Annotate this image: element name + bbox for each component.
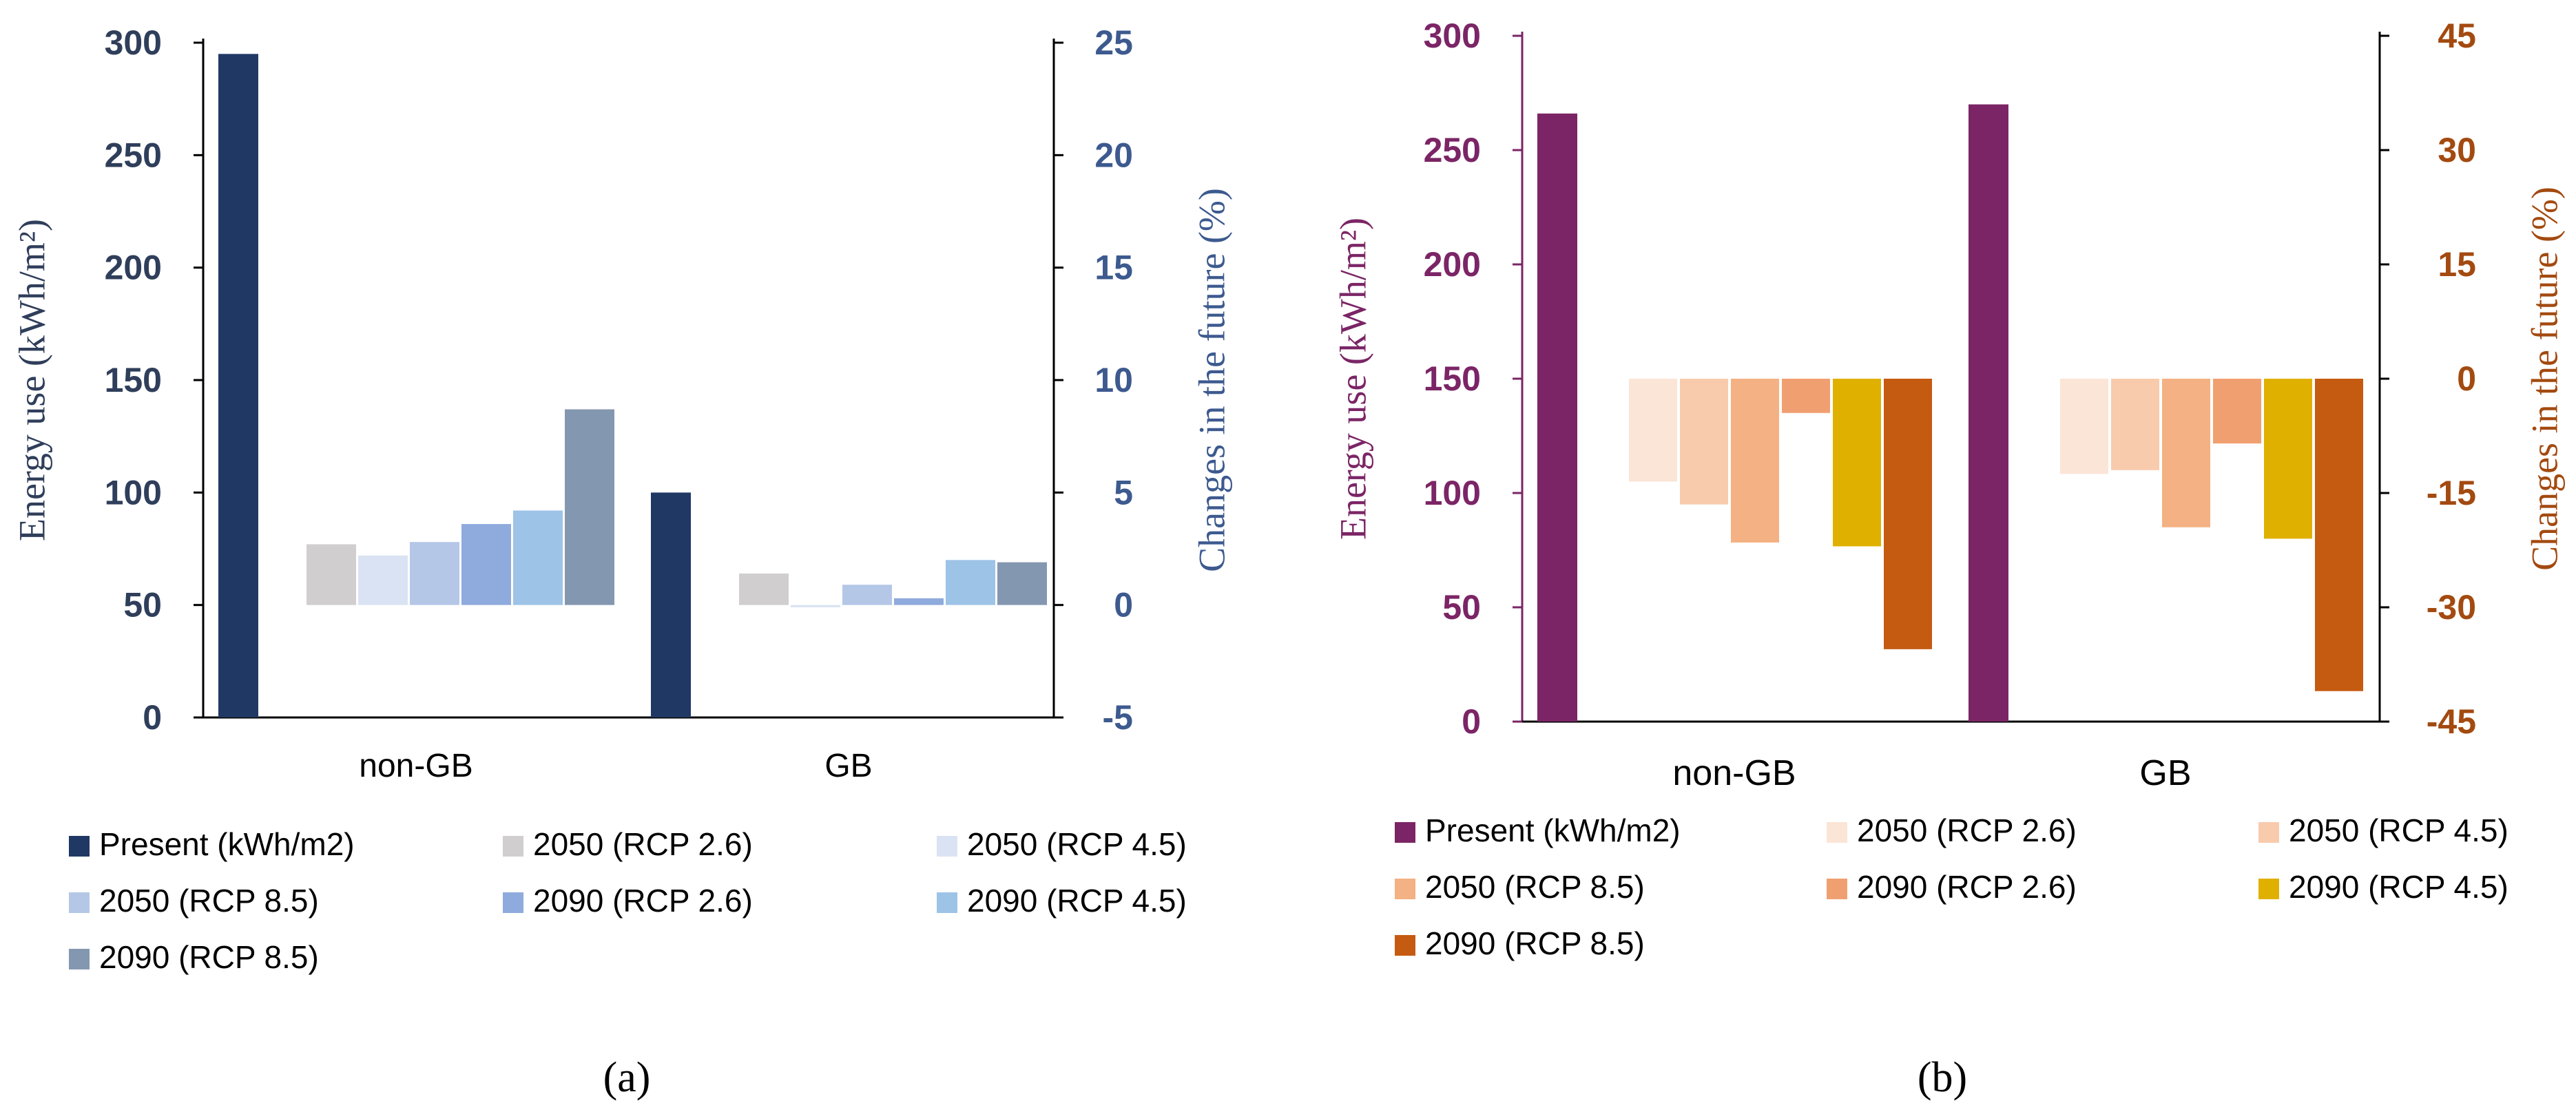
legend-swatch: [2258, 822, 2279, 843]
right-tick-label: 45: [2438, 17, 2476, 55]
bar-gb-series-4: [2213, 379, 2261, 444]
legend-entry-label: 2050 (RCP 2.6): [1857, 812, 2077, 848]
left-tick-label: 300: [1424, 17, 1481, 55]
right-tick-label: 20: [1094, 136, 1133, 174]
bar-gb-series-0: [651, 492, 691, 717]
legend-entry-label: Present (kWh/m2): [1425, 812, 1681, 848]
bar-nongb-series-2: [1680, 379, 1728, 505]
primary-axis-title: Energy use (kWh/m²): [11, 219, 52, 541]
legend-entry-label: 2050 (RCP 4.5): [2289, 812, 2509, 848]
panel-label: (b): [1918, 1054, 1967, 1101]
bar-nongb-series-2: [358, 555, 408, 605]
legend-swatch: [937, 836, 957, 857]
left-tick-label: 200: [1424, 245, 1481, 284]
legend-entry-label: 2050 (RCP 8.5): [1425, 869, 1645, 905]
left-tick-label: 100: [1424, 474, 1481, 512]
legend-entry-label: 2090 (RCP 8.5): [99, 939, 319, 975]
right-tick-label: -45: [2427, 702, 2476, 741]
bar-gb-series-4: [894, 598, 944, 605]
right-tick-label: -15: [2427, 474, 2476, 512]
legend-swatch: [1827, 822, 1847, 843]
bar-gb-series-2: [791, 605, 840, 607]
bar-gb-series-6: [2315, 379, 2363, 691]
left-tick-label: 50: [1442, 588, 1481, 627]
right-tick-label: 0: [2457, 359, 2476, 398]
secondary-axis-title: Changes in the future (%): [1191, 188, 1232, 572]
legend-entry-label: 2090 (RCP 4.5): [2289, 869, 2509, 905]
primary-axis-title: Energy use (kWh/m²): [1332, 218, 1373, 540]
bar-nongb-series-6: [1884, 379, 1932, 649]
left-tick-label: 100: [105, 473, 162, 512]
bar-nongb-series-0: [218, 54, 258, 718]
bar-nongb-series-4: [461, 524, 511, 605]
category-label: non-GB: [359, 748, 472, 784]
right-tick-label: 30: [2438, 131, 2476, 169]
bar-gb-series-5: [2264, 379, 2312, 539]
right-tick-label: -5: [1103, 698, 1133, 737]
bar-gb-series-1: [739, 573, 789, 605]
bar-nongb-series-1: [307, 544, 356, 605]
legend-entry-label: Present (kWh/m2): [99, 826, 355, 862]
bar-nongb-series-1: [1629, 379, 1677, 482]
right-tick-label: 0: [1114, 586, 1133, 625]
legend-swatch: [69, 949, 90, 969]
panel-label: (a): [603, 1054, 651, 1101]
legend-entry-label: 2090 (RCP 2.6): [1857, 869, 2077, 905]
left-tick-label: 0: [143, 698, 162, 737]
left-tick-label: 150: [105, 361, 162, 399]
bar-gb-series-0: [1969, 104, 2008, 722]
bar-nongb-series-3: [1731, 379, 1779, 543]
bar-gb-series-3: [2162, 379, 2210, 527]
legend-entry-label: 2050 (RCP 2.6): [533, 826, 753, 862]
right-tick-label: 15: [2438, 245, 2476, 284]
legend-swatch: [937, 892, 957, 913]
right-tick-label: -30: [2427, 588, 2476, 627]
legend-swatch: [1395, 822, 1415, 843]
category-label: GB: [824, 748, 872, 784]
bar-nongb-series-0: [1537, 113, 1577, 722]
secondary-axis-title: Changes in the future (%): [2524, 187, 2565, 571]
legend-swatch: [1827, 879, 1847, 899]
legend: Present (kWh/m2) 2050 (RCP 2.6) 2050 (RCP …: [69, 826, 1187, 975]
bar-gb-series-2: [2111, 379, 2159, 470]
left-tick-label: 200: [105, 249, 162, 287]
right-tick-label: 10: [1094, 361, 1133, 399]
bar-nongb-series-6: [565, 409, 614, 605]
left-tick-label: 250: [105, 136, 162, 174]
left-tick-label: 150: [1424, 359, 1481, 398]
right-tick-label: 15: [1094, 249, 1133, 287]
legend-entry-label: 2050 (RCP 8.5): [99, 883, 319, 919]
legend-swatch: [503, 892, 523, 913]
legend-entry-label: 2090 (RCP 2.6): [533, 883, 753, 919]
bar-gb-series-6: [997, 562, 1047, 605]
legend-swatch: [69, 836, 90, 857]
legend-swatch: [1395, 879, 1415, 899]
bar-nongb-series-3: [410, 542, 459, 605]
legend-swatch: [69, 892, 90, 913]
right-tick-label: 5: [1114, 473, 1133, 512]
legend-swatch: [503, 836, 523, 857]
legend-entry-label: 2090 (RCP 4.5): [967, 883, 1187, 919]
bar-gb-series-1: [2060, 379, 2108, 474]
bar-gb-series-3: [842, 585, 892, 605]
category-label: GB: [2139, 753, 2191, 793]
bar-nongb-series-4: [1782, 379, 1830, 413]
chart-panel-b: 0 50 100 150 200 250 300 -45 -30 -15 0 15 30 45 Energy…: [1332, 17, 2565, 1101]
right-tick-label: 25: [1094, 23, 1133, 62]
legend-swatch: [2258, 879, 2279, 899]
left-tick-label: 250: [1424, 131, 1481, 169]
bar-gb-series-5: [946, 560, 995, 605]
bar-nongb-series-5: [1833, 379, 1881, 547]
legend-swatch: [1395, 935, 1415, 956]
left-tick-label: 300: [105, 23, 162, 62]
legend-entry-label: 2050 (RCP 4.5): [967, 826, 1187, 862]
legend-entry-label: 2090 (RCP 8.5): [1425, 925, 1645, 961]
category-label: non-GB: [1672, 753, 1796, 793]
bar-nongb-series-5: [513, 510, 563, 605]
chart-panel-a: 0 50 100 150 200 250 300 -5 0 5 10 15 20 25 Energy use…: [11, 23, 1232, 1101]
left-tick-label: 50: [123, 586, 162, 625]
legend: Present (kWh/m2) 2050 (RCP 2.6) 2050 (RCP …: [1395, 812, 2509, 961]
left-tick-label: 0: [1462, 702, 1481, 741]
